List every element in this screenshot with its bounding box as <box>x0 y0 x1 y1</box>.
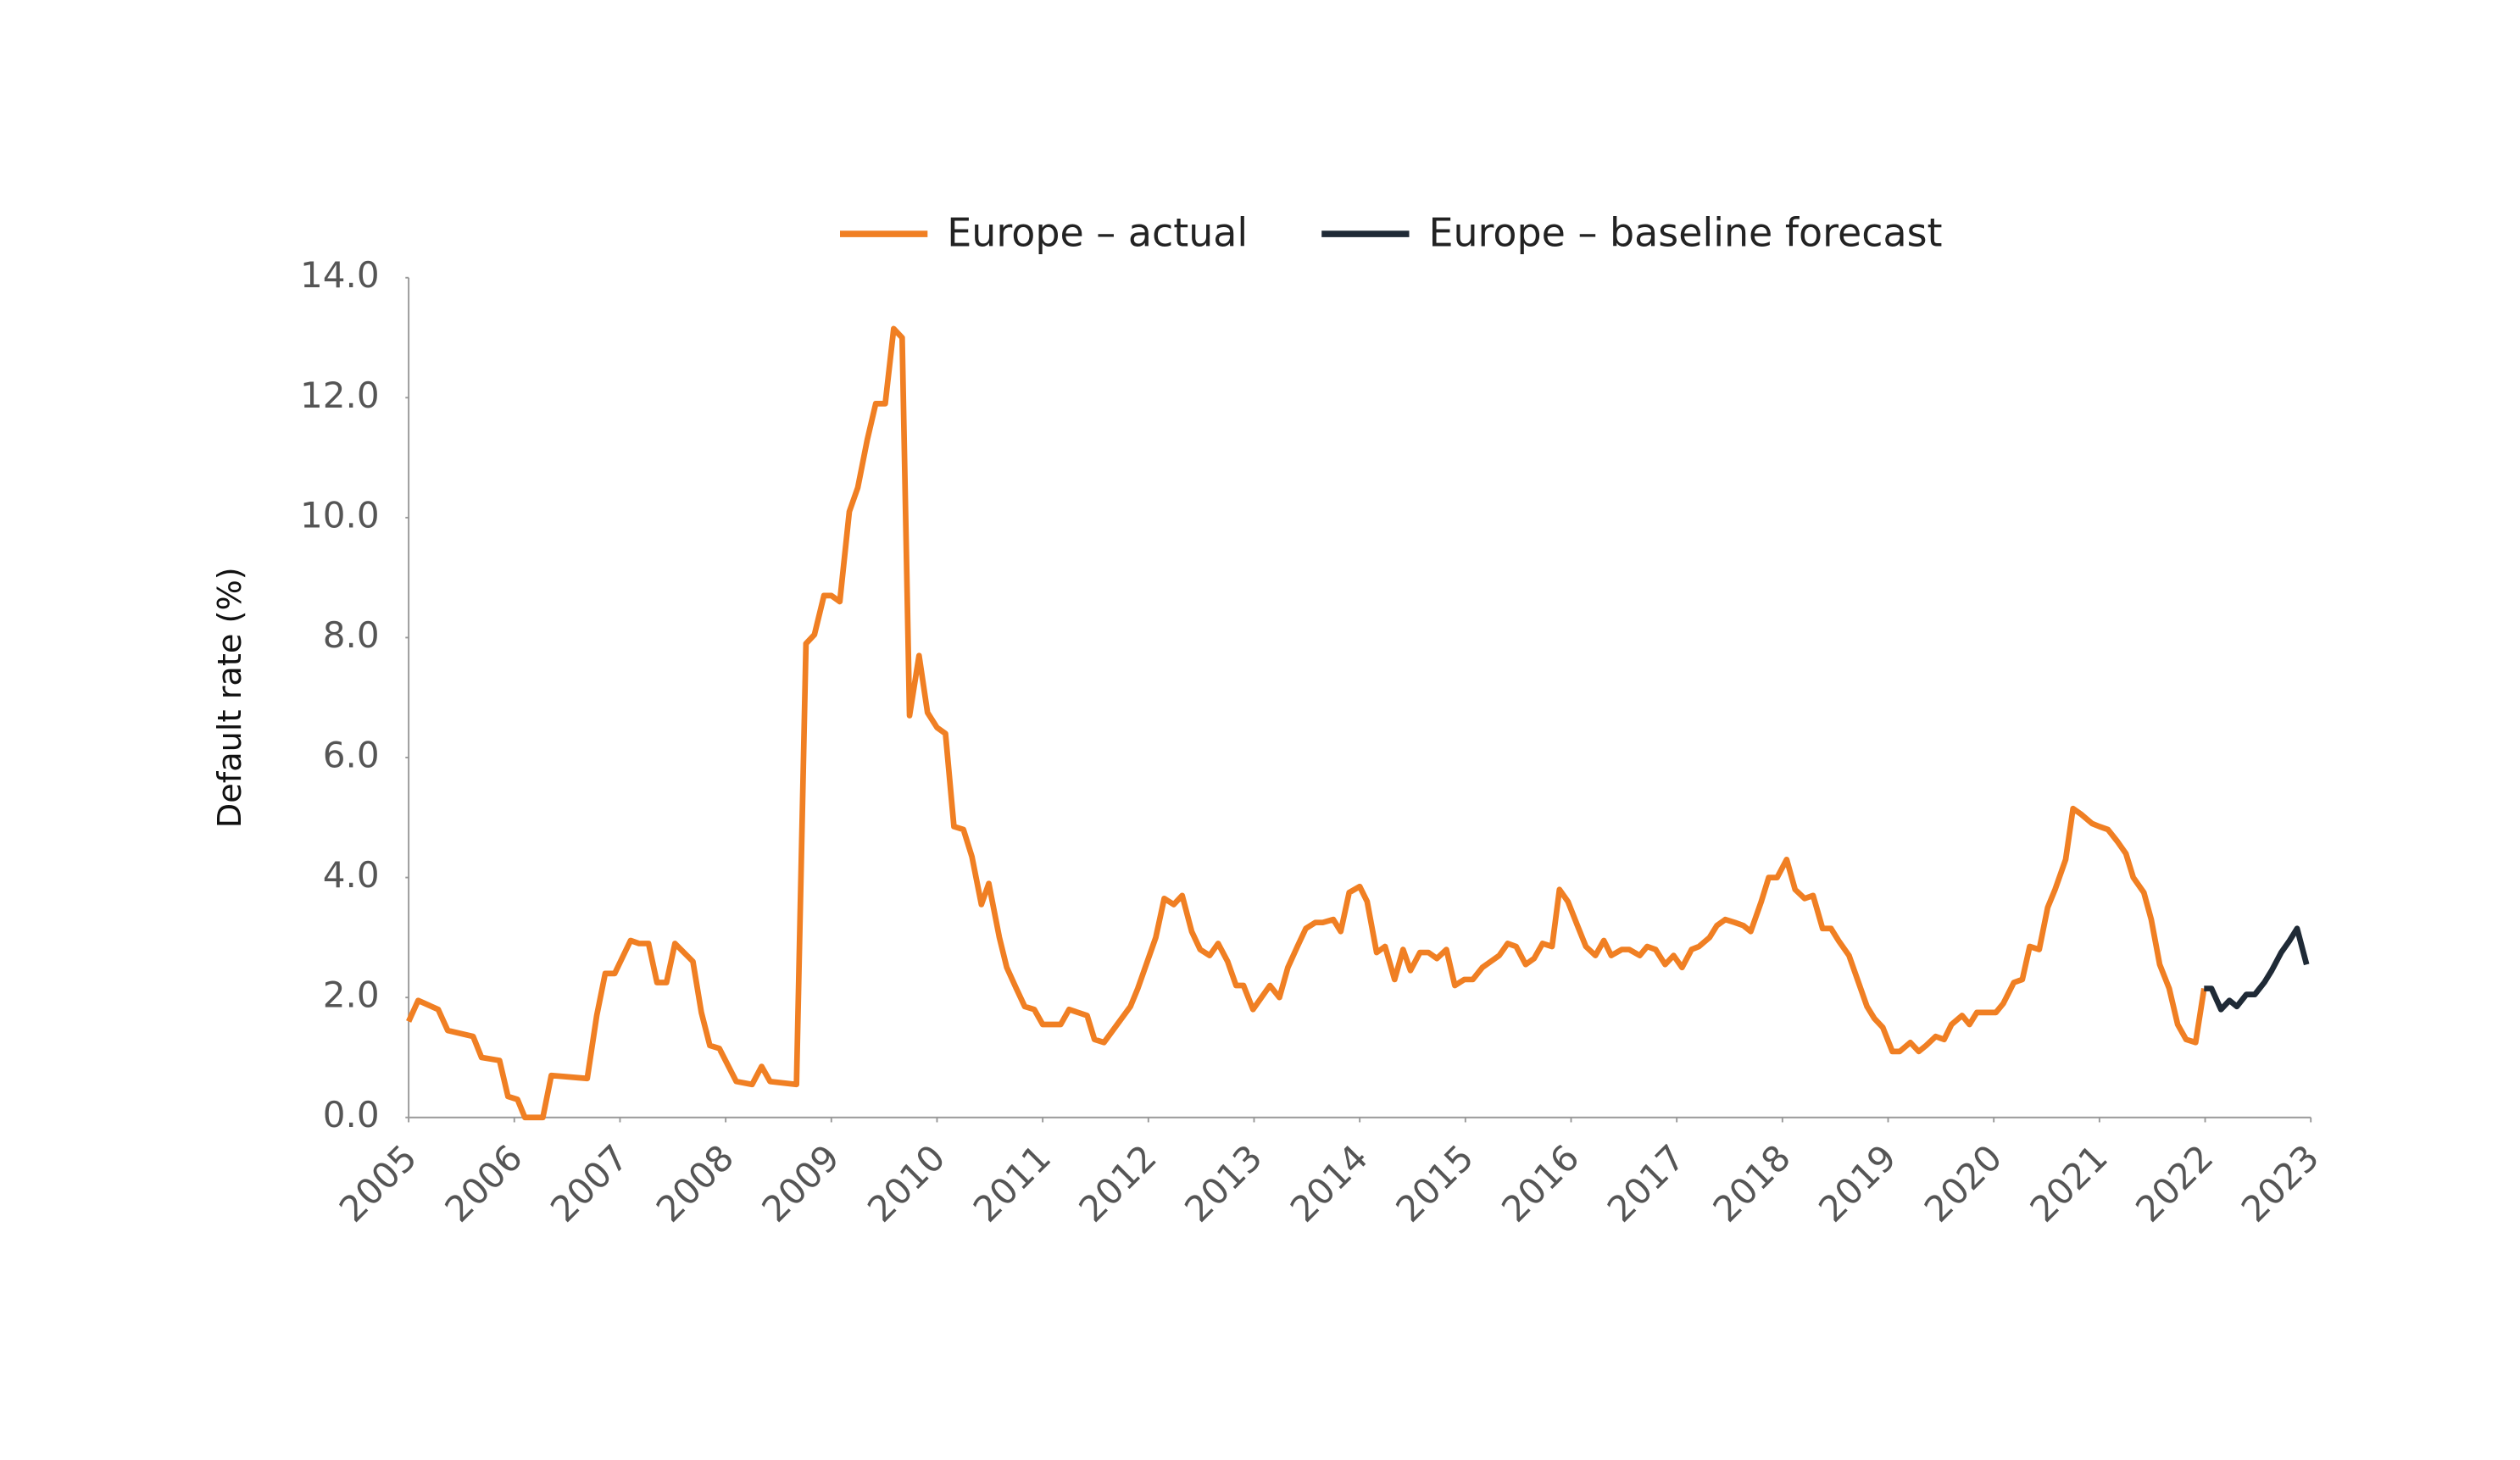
y-tick-label: 10.0 <box>300 494 380 536</box>
x-tick-label: 2009 <box>754 1136 847 1230</box>
line-series <box>406 325 2207 1121</box>
x-tick-label: 2006 <box>437 1136 530 1230</box>
y-tick-label: 6.0 <box>323 735 380 776</box>
x-tick-label: 2022 <box>2128 1136 2221 1230</box>
x-tick-label: 2020 <box>1916 1136 2010 1230</box>
y-tick-label: 0.0 <box>323 1094 380 1135</box>
x-tick-label: 2013 <box>1177 1136 1270 1230</box>
y-tick-label: 2.0 <box>323 974 380 1016</box>
y-tick-label: 8.0 <box>323 614 380 656</box>
x-tick-label: 2008 <box>648 1136 742 1230</box>
x-tick-label: 2018 <box>1705 1136 1799 1230</box>
y-tick-label: 4.0 <box>323 854 380 896</box>
x-tick-label: 2007 <box>542 1136 636 1230</box>
legend-label: Europe – actual <box>947 209 1248 255</box>
x-tick-label: 2012 <box>1071 1136 1164 1230</box>
y-tick-label: 12.0 <box>300 375 380 416</box>
x-tick-label: 2011 <box>965 1136 1059 1230</box>
x-tick-label: 2019 <box>1811 1136 1904 1230</box>
x-tick-label: 2021 <box>2022 1136 2116 1230</box>
x-tick-label: 2023 <box>2234 1136 2327 1230</box>
x-tick-label: 2015 <box>1388 1136 1481 1230</box>
legend-label: Europe – baseline forecast <box>1428 209 1942 255</box>
y-tick-label: 14.0 <box>300 254 380 296</box>
x-tick-label: 2016 <box>1494 1136 1587 1230</box>
line-series <box>2204 925 2310 1013</box>
x-tick-label: 2010 <box>859 1136 953 1230</box>
x-tick-label: 2017 <box>1599 1136 1693 1230</box>
y-axis-label: Default rate (%) <box>211 567 249 828</box>
x-tick-label: 2014 <box>1282 1136 1376 1230</box>
x-tick-label: 2005 <box>331 1136 425 1230</box>
